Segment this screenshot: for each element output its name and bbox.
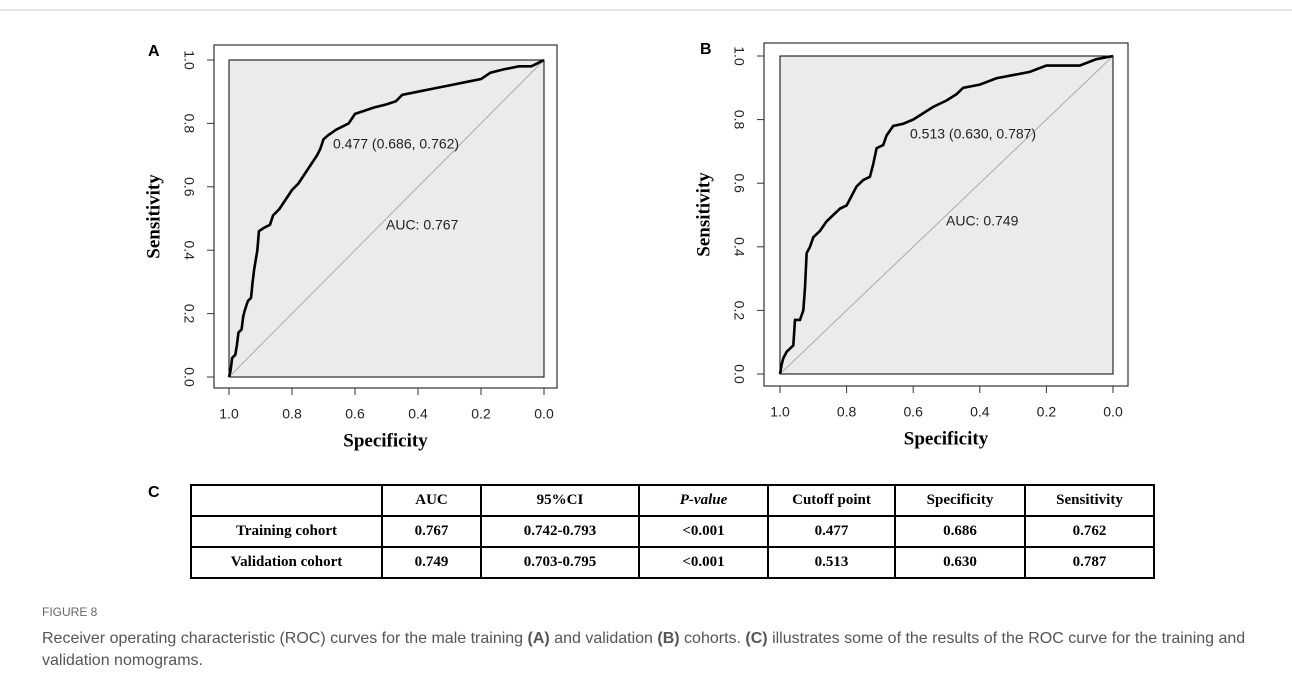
header-cell: P-value	[638, 484, 769, 517]
table-row: Validation cohort 0.749 0.703-0.795 <0.001 0…	[190, 546, 1155, 579]
roc-curve	[778, 54, 1114, 375]
header-cell: Sensitivity	[1024, 484, 1155, 517]
y-tick-label: 0.4	[181, 240, 197, 260]
x-tick-label: 1.0	[770, 404, 790, 420]
roc-curve	[227, 58, 545, 378]
x-tick-label: 0.4	[408, 406, 428, 422]
caption-ref: (B)	[657, 630, 680, 647]
panel-label: A	[148, 43, 160, 60]
table-cell: <0.001	[638, 546, 769, 579]
table-cell: 0.686	[894, 515, 1026, 548]
reference-line	[779, 55, 1114, 375]
plot-frame	[213, 44, 558, 389]
table-cell: 0.477	[767, 515, 896, 548]
table-cell: 0.767	[381, 515, 482, 548]
results-table: AUC 95%CI P-value Cutoff point Specifici…	[190, 484, 1155, 579]
header-cell: Specificity	[894, 484, 1026, 517]
x-tick-label: 0.0	[1103, 404, 1123, 420]
y-tick-label: 0.2	[731, 301, 747, 321]
caption-text: and validation	[549, 630, 658, 647]
table-cell: 0.762	[1024, 515, 1155, 548]
x-tick-label: 0.0	[534, 406, 554, 422]
x-tick-label: 0.2	[1037, 404, 1057, 420]
x-tick-label: 0.6	[903, 404, 923, 420]
annotation: 0.513 (0.630, 0.787)	[910, 126, 1036, 142]
figure: 1.0 0.8 0.6 0.4 0.2 0.0 0.0 0.2 0.4 0.6 0.8 1.0 Spec…	[0, 9, 1292, 451]
y-tick-label: 0.8	[731, 110, 747, 130]
y-tick-label: 0.6	[181, 177, 197, 197]
header-row: AUC 95%CI P-value Cutoff point Specifici…	[190, 484, 1155, 517]
caption-text: Receiver operating characteristic (ROC) …	[42, 630, 528, 647]
y-axis-label: Sensitivity	[693, 172, 714, 257]
x-tick-label: 0.8	[837, 404, 857, 420]
header-cell: 95%CI	[480, 484, 640, 517]
caption-ref: (C)	[745, 630, 768, 647]
table-cell: <0.001	[638, 515, 769, 548]
table-cell: 0.749	[381, 546, 482, 579]
header-cell	[190, 484, 383, 517]
caption-text: cohorts.	[679, 630, 746, 647]
x-tick-label: 1.0	[219, 406, 239, 422]
x-tick-label: 0.8	[282, 406, 302, 422]
y-axis-label: Sensitivity	[143, 174, 164, 259]
table-cell: Training cohort	[190, 515, 383, 548]
panel-label: C	[148, 484, 160, 501]
header-cell: Cutoff point	[767, 484, 896, 517]
caption: Receiver operating characteristic (ROC) …	[42, 628, 1257, 672]
y-tick-label: 1.0	[181, 50, 197, 70]
table-cell: 0.703-0.795	[480, 546, 640, 579]
y-tick-label: 1.0	[731, 46, 747, 66]
x-tick-label: 0.4	[970, 404, 990, 420]
table-cell: 0.787	[1024, 546, 1155, 579]
figure-label: FIGURE 8	[42, 605, 98, 619]
header-cell: AUC	[381, 484, 482, 517]
y-tick-label: 0.6	[731, 173, 747, 193]
caption-ref: (A)	[527, 630, 550, 647]
annotation: AUC: 0.767	[386, 217, 459, 233]
table-row: Training cohort 0.767 0.742-0.793 <0.001 0.4…	[190, 515, 1155, 548]
annotation: AUC: 0.749	[946, 213, 1019, 229]
table-cell: 0.630	[894, 546, 1026, 579]
table-cell: Validation cohort	[190, 546, 383, 579]
y-tick-label: 0.0	[181, 367, 197, 387]
table-cell: 0.742-0.793	[480, 515, 640, 548]
annotation: 0.477 (0.686, 0.762)	[333, 136, 459, 152]
caption-text: illustrates some of the results of the R…	[42, 630, 1246, 669]
table-cell: 0.513	[767, 546, 896, 579]
plot-frame	[763, 42, 1129, 387]
y-tick-label: 0.8	[181, 114, 197, 134]
x-tick-label: 0.2	[471, 406, 491, 422]
x-tick-label: 0.6	[345, 406, 365, 422]
x-axis-label: Specificity	[343, 430, 428, 451]
reference-line	[228, 59, 545, 378]
y-tick-label: 0.2	[181, 304, 197, 324]
panel-label: B	[700, 41, 712, 58]
y-tick-label: 0.4	[731, 237, 747, 257]
y-tick-label: 0.0	[731, 364, 747, 384]
x-axis-label: Specificity	[904, 428, 989, 449]
